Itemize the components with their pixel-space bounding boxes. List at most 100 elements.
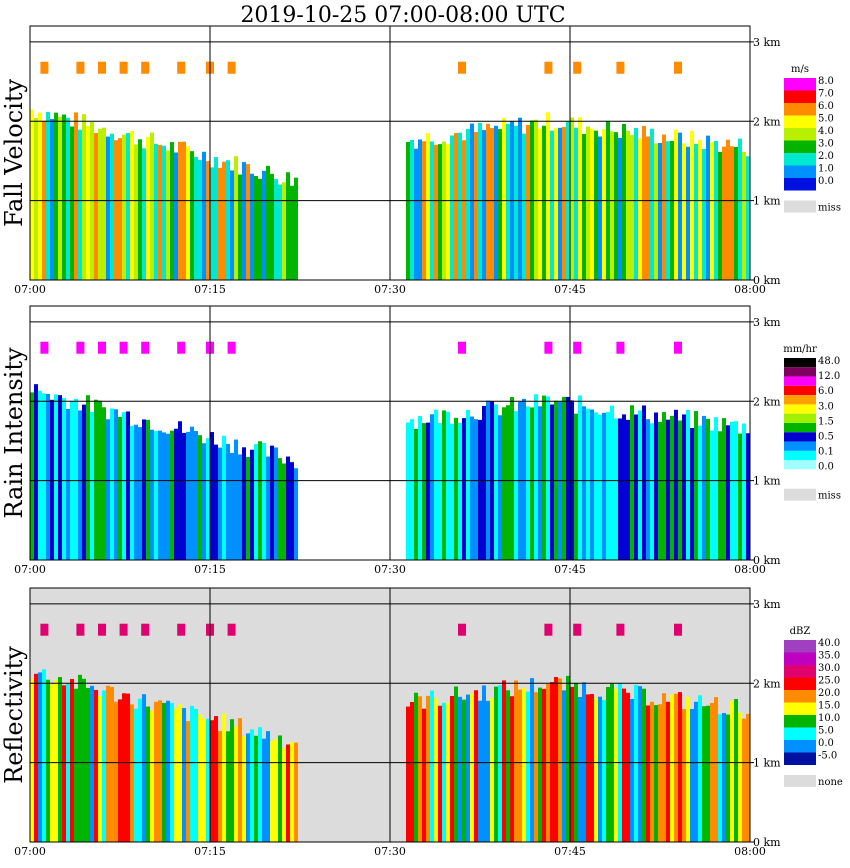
echo-column xyxy=(282,463,286,560)
echo-column xyxy=(506,405,510,560)
panel-fall-velocity: 0 km 1 km 2 km 3 km 07:00 07:15 07:30 07:45 08:0… xyxy=(0,25,841,296)
echo-column xyxy=(522,398,526,560)
legend-label: none xyxy=(818,777,843,788)
echo-column xyxy=(130,704,134,842)
echo-column xyxy=(486,700,490,842)
echo-column xyxy=(422,708,426,842)
echo-column xyxy=(122,693,126,842)
echo-column xyxy=(78,129,82,280)
echo-column xyxy=(246,733,250,842)
echo-column xyxy=(654,143,658,280)
echo-column xyxy=(214,444,218,560)
echo-column xyxy=(62,685,66,842)
echo-column xyxy=(30,678,34,842)
echo-column xyxy=(742,718,746,842)
legend-swatch xyxy=(784,165,816,178)
echo-column xyxy=(162,432,166,560)
echo-column xyxy=(130,131,134,280)
echo-column xyxy=(242,447,246,560)
echo-column xyxy=(170,430,174,560)
echo-column xyxy=(202,443,206,560)
echo-column xyxy=(482,685,486,842)
legend-label: 0.1 xyxy=(818,447,834,458)
x-tick-label: 07:15 xyxy=(194,563,226,576)
echo-column xyxy=(538,128,542,280)
legend-swatch xyxy=(784,200,816,213)
echo-column xyxy=(178,421,182,560)
echo-column xyxy=(462,699,466,842)
echo-column xyxy=(430,690,434,842)
x-tick-label: 07:30 xyxy=(374,563,406,576)
echo-column xyxy=(422,423,426,560)
echo-column xyxy=(166,150,170,280)
echo-column xyxy=(194,156,198,280)
echo-column xyxy=(98,696,102,842)
generating-cell xyxy=(98,61,106,74)
echo-column xyxy=(718,431,722,560)
echo-column xyxy=(118,138,122,280)
echo-column xyxy=(550,404,554,560)
echo-column xyxy=(58,116,62,280)
echo-column xyxy=(506,690,510,842)
echo-column xyxy=(242,736,246,842)
echo-column xyxy=(674,129,678,280)
echo-column xyxy=(642,405,646,560)
legend-label: 5.0 xyxy=(818,114,834,125)
echo-column xyxy=(610,131,614,280)
legend-swatch xyxy=(784,652,816,665)
echo-column xyxy=(282,182,286,280)
echo-column xyxy=(634,414,638,560)
legend-label: 4.0 xyxy=(818,126,834,137)
legend-swatch xyxy=(784,115,816,128)
echo-column xyxy=(294,177,298,280)
echo-column xyxy=(226,160,230,280)
echo-column xyxy=(454,132,458,280)
legend-label: 10.0 xyxy=(818,713,840,724)
echo-column xyxy=(538,406,542,560)
echo-column xyxy=(250,173,254,280)
echo-column xyxy=(74,112,78,280)
generating-cell xyxy=(674,623,682,636)
echo-column xyxy=(498,415,502,560)
echo-column xyxy=(450,696,454,842)
echo-column xyxy=(594,697,598,842)
echo-column xyxy=(266,165,270,280)
echo-column xyxy=(714,140,718,280)
echo-column xyxy=(586,126,590,280)
echo-column xyxy=(414,692,418,842)
echo-column xyxy=(618,137,622,280)
echo-column xyxy=(570,686,574,842)
echo-column xyxy=(214,156,218,280)
echo-column xyxy=(454,686,458,842)
echo-column xyxy=(646,136,650,280)
legend-swatch xyxy=(784,140,816,153)
legend-swatch xyxy=(784,423,816,433)
echo-column xyxy=(30,392,34,560)
echo-column xyxy=(94,133,98,280)
generating-cell xyxy=(227,341,236,354)
echo-column xyxy=(274,447,278,560)
legend-swatch xyxy=(784,358,816,368)
echo-column xyxy=(134,708,138,842)
echo-column xyxy=(462,418,466,560)
echo-column xyxy=(702,415,706,560)
echo-column xyxy=(650,701,654,842)
echo-column xyxy=(166,700,170,842)
legend-label: 5.0 xyxy=(818,726,834,737)
echo-column xyxy=(606,686,610,842)
legend-swatch xyxy=(784,460,816,470)
echo-column xyxy=(54,679,58,842)
echo-column xyxy=(86,395,90,560)
echo-column xyxy=(82,678,86,842)
generating-cell xyxy=(141,61,150,74)
echo-column xyxy=(214,716,218,842)
echo-column xyxy=(406,142,410,280)
x-tick-label: 07:15 xyxy=(194,845,226,858)
generating-cell xyxy=(458,623,466,636)
echo-column xyxy=(526,406,530,560)
legend-swatch xyxy=(784,488,816,501)
echo-column xyxy=(158,430,162,560)
echo-column xyxy=(294,468,298,560)
echo-column xyxy=(626,130,630,280)
echo-column xyxy=(626,419,630,560)
